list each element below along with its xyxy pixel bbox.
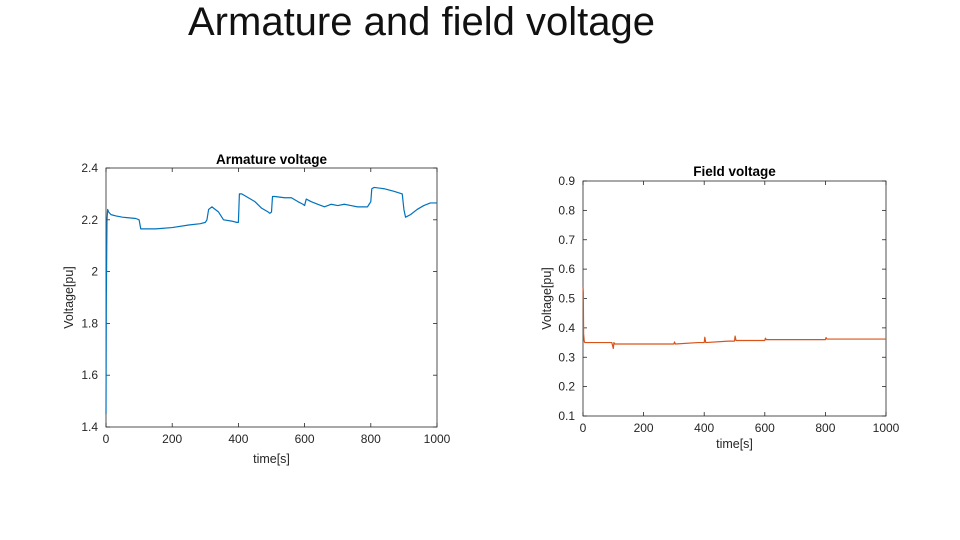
y-tick-label: 2.2 [81,213,98,227]
x-tick-label: 400 [694,421,714,435]
x-axis-label: time[s] [716,437,753,451]
x-tick-label: 600 [295,432,315,446]
chart-title: Armature voltage [216,152,328,167]
y-tick-label: 0.7 [558,233,575,247]
x-tick-label: 800 [361,432,381,446]
series-line [582,286,886,350]
y-tick-label: 0.6 [558,262,575,276]
x-tick-label: 200 [162,432,182,446]
field-voltage-chart: 0 200 400 600 800 1000 0.1 0.2 0.3 0.4 0.5 0.6 0.7 0.… [540,164,900,451]
y-tick-label: 2.4 [81,161,98,175]
y-tick-label: 1.4 [81,420,98,434]
x-tick-label: 1000 [424,432,451,446]
y-axis-label: Voltage[pu] [62,266,76,329]
y-axis-label: Voltage[pu] [540,267,554,330]
y-tick-label: 1.8 [81,316,98,330]
y-tick-label: 1.6 [81,368,98,382]
y-tick-label: 0.9 [558,174,575,188]
x-tick-label: 1000 [873,421,900,435]
series-line [105,186,437,415]
x-tick-label: 0 [580,421,587,435]
y-tick-label: 0.3 [558,350,575,364]
slide-title: Armature and field voltage [188,0,655,44]
chart-title: Field voltage [693,164,776,179]
y-tick-label: 0.8 [558,203,575,217]
x-tick-label: 600 [755,421,775,435]
armature-voltage-chart: 0 200 400 600 800 1000 1.4 1.6 1.8 2 2.2 2.4 Armatur… [62,152,451,466]
x-tick-label: 400 [228,432,248,446]
x-tick-label: 800 [815,421,835,435]
y-tick-label: 0.1 [558,409,575,423]
x-tick-label: 200 [634,421,654,435]
x-tick-label: 0 [103,432,110,446]
x-axis-label: time[s] [253,452,290,466]
plot-area [582,180,887,417]
y-tick-label: 0.2 [558,380,575,394]
y-tick-label: 2 [91,265,98,279]
y-tick-label: 0.5 [558,292,575,306]
y-tick-label: 0.4 [558,321,575,335]
